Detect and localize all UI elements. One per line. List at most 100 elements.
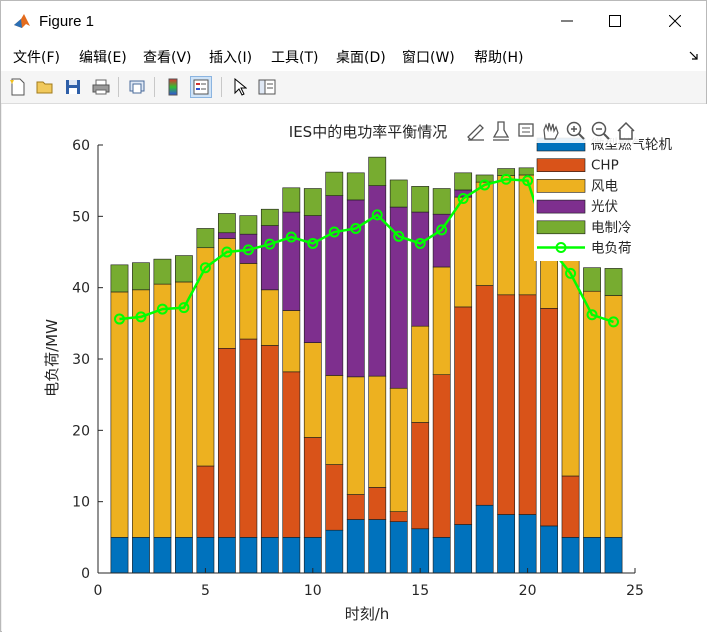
bar-chp-15 bbox=[411, 422, 430, 530]
load-marker-10 bbox=[307, 237, 319, 249]
bar-wind-4 bbox=[175, 281, 193, 538]
bar-gas-4 bbox=[175, 537, 193, 574]
menu-tools[interactable]: 工具(T) bbox=[271, 50, 319, 66]
menu-file[interactable]: 文件(F) bbox=[13, 50, 60, 66]
bar-pv-8 bbox=[260, 225, 279, 291]
bar-chp-12 bbox=[346, 494, 365, 520]
figure-canvas: 0 5 10 15 20 25 0 10 20 30 40 50 60 IES中的电功率平衡情况 时刻/… bbox=[2, 104, 707, 632]
minimize-icon bbox=[561, 20, 573, 22]
menu-desktop[interactable]: 桌面(D) bbox=[336, 50, 386, 66]
x-tick-label-0: 0 bbox=[94, 583, 103, 599]
legend-button[interactable] bbox=[190, 76, 212, 98]
dock-arrow-icon[interactable] bbox=[689, 51, 699, 61]
bar-cooling-10 bbox=[303, 188, 322, 216]
bar-gas-3 bbox=[153, 537, 172, 574]
bar-chp-20 bbox=[518, 294, 537, 515]
new-file-icon bbox=[10, 78, 25, 96]
zoom-in-icon[interactable] bbox=[566, 121, 585, 140]
chart: 0 5 10 15 20 25 0 10 20 30 40 50 60 IES中的电功率平衡情况 时刻/… bbox=[43, 119, 672, 623]
bar-gas-18 bbox=[475, 504, 494, 574]
link-plot-button[interactable] bbox=[126, 76, 148, 98]
bar-wind-3 bbox=[153, 283, 172, 538]
maximize-button[interactable] bbox=[592, 1, 638, 41]
save-button[interactable] bbox=[62, 76, 84, 98]
y-axis-label: 电负荷/MW bbox=[43, 319, 61, 397]
menu-help[interactable]: 帮助(H) bbox=[474, 50, 524, 66]
save-icon bbox=[66, 80, 80, 94]
bar-wind-16 bbox=[432, 266, 451, 375]
legend-marker-load bbox=[555, 242, 567, 253]
y-tick-label-60: 60 bbox=[72, 138, 90, 154]
legend-label-load: 电负荷 bbox=[591, 241, 632, 257]
printer-icon bbox=[92, 79, 110, 95]
y-tick-label-30: 30 bbox=[72, 352, 90, 368]
bar-cooling-18 bbox=[475, 174, 494, 183]
home-icon[interactable] bbox=[617, 121, 635, 140]
print-button[interactable] bbox=[90, 76, 112, 98]
x-tick-label-15: 15 bbox=[411, 583, 429, 599]
minimize-button[interactable] bbox=[544, 1, 590, 41]
export-icon[interactable] bbox=[467, 124, 484, 141]
chart-title: IES中的电功率平衡情况 bbox=[289, 123, 447, 141]
bar-wind-8 bbox=[260, 289, 279, 346]
bar-pv-9 bbox=[282, 211, 301, 311]
bar-cooling-7 bbox=[239, 215, 258, 235]
bar-wind-18 bbox=[475, 181, 494, 286]
bar-wind-15 bbox=[411, 325, 430, 423]
bar-cooling-12 bbox=[346, 172, 365, 201]
bar-pv-12 bbox=[346, 199, 365, 378]
zoom-out-icon[interactable] bbox=[591, 121, 610, 140]
menu-bar: 文件(F) 编辑(E) 查看(V) 插入(I) 工具(T) 桌面(D) 窗口(W… bbox=[1, 41, 706, 71]
bar-chp-5 bbox=[196, 465, 215, 538]
y-tick-label-0: 0 bbox=[81, 566, 90, 582]
bar-gas-23 bbox=[583, 537, 601, 574]
bar-cooling-23 bbox=[583, 267, 601, 292]
bar-chp-17 bbox=[454, 306, 473, 525]
menu-edit[interactable]: 编辑(E) bbox=[79, 50, 127, 66]
menu-insert[interactable]: 插入(I) bbox=[209, 50, 253, 66]
bar-gas-8 bbox=[260, 537, 279, 574]
bar-gas-14 bbox=[389, 521, 408, 574]
open-file-button[interactable] bbox=[34, 76, 56, 98]
bar-cooling-24 bbox=[604, 268, 623, 296]
bar-chp-16 bbox=[432, 374, 451, 538]
bar-gas-7 bbox=[239, 537, 258, 574]
load-marker-18 bbox=[479, 179, 491, 191]
menu-window[interactable]: 窗口(W) bbox=[402, 50, 455, 66]
bar-wind-7 bbox=[239, 263, 258, 340]
x-tick-label-5: 5 bbox=[201, 583, 210, 599]
axes-toolbar bbox=[464, 119, 639, 143]
bar-cooling-3 bbox=[153, 258, 172, 285]
load-marker-11 bbox=[328, 226, 340, 238]
bar-cooling-13 bbox=[368, 156, 387, 186]
close-button[interactable] bbox=[652, 1, 698, 41]
matlab-icon bbox=[13, 12, 31, 30]
bar-pv-15 bbox=[411, 211, 430, 327]
legend-swatch-wind bbox=[536, 179, 586, 193]
bar-chp-8 bbox=[260, 345, 279, 538]
bar-cooling-11 bbox=[325, 171, 344, 196]
edit-plot-button[interactable] bbox=[229, 76, 251, 98]
new-figure-button[interactable] bbox=[7, 76, 29, 98]
legend-label-chp: CHP bbox=[591, 158, 619, 174]
bar-gas-12 bbox=[346, 519, 365, 574]
bar-cooling-5 bbox=[196, 228, 215, 249]
legend-label-wind: 风电 bbox=[591, 178, 618, 194]
colorbar-button[interactable] bbox=[162, 76, 184, 98]
x-axis-label: 时刻/h bbox=[345, 605, 390, 623]
bar-wind-13 bbox=[368, 375, 387, 488]
bar-cooling-4 bbox=[175, 255, 193, 283]
x-tick-label-10: 10 bbox=[304, 583, 322, 599]
load-marker-1 bbox=[113, 313, 125, 325]
x-tick-label-20: 20 bbox=[519, 583, 537, 599]
brush-icon[interactable] bbox=[492, 121, 510, 141]
load-marker-6 bbox=[221, 246, 233, 258]
pan-icon[interactable] bbox=[543, 122, 559, 140]
bar-chp-9 bbox=[282, 371, 301, 538]
bar-gas-1 bbox=[110, 537, 129, 574]
property-inspector-button[interactable] bbox=[256, 76, 278, 98]
data-tips-icon[interactable] bbox=[518, 123, 534, 137]
menu-view[interactable]: 查看(V) bbox=[143, 50, 192, 66]
